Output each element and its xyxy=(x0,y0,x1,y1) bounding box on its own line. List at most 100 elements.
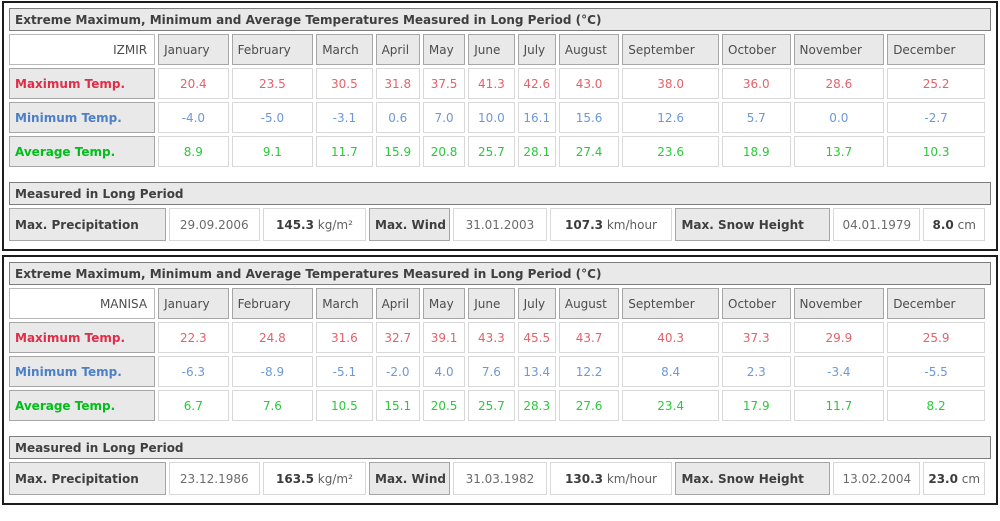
max-wind-number: 107.3 xyxy=(565,217,603,232)
max-temp-value: 36.0 xyxy=(722,68,791,99)
max-precipitation-number: 163.5 xyxy=(276,471,314,486)
min-temp-value: -2.7 xyxy=(887,102,985,133)
avg-temp-value: 7.6 xyxy=(231,390,314,421)
max-precipitation-unit: kg/m² xyxy=(317,471,353,486)
month-header: January xyxy=(158,34,229,65)
month-header: July xyxy=(517,34,556,65)
extremes-table: Max. Precipitation 23.12.1986 163.5 kg/m² M… xyxy=(6,459,988,498)
month-header: March xyxy=(316,288,373,319)
max-temp-value: 43.0 xyxy=(558,68,620,99)
temp-row-min: Minimum Temp. -6.3 -8.9 -5.1 -2.0 4.0 7.6 13.4 1… xyxy=(9,356,985,387)
month-header: November xyxy=(793,288,885,319)
max-temp-value: 43.7 xyxy=(558,322,620,353)
max-snow-height-label: Max. Snow Height xyxy=(675,462,831,495)
max-temp-value: 39.1 xyxy=(422,322,466,353)
month-header: June xyxy=(468,288,515,319)
avg-temp-label: Average Temp. xyxy=(9,136,156,167)
max-temp-value: 28.6 xyxy=(793,68,885,99)
avg-temp-value: 10.3 xyxy=(887,136,985,167)
min-temp-value: -5.1 xyxy=(316,356,373,387)
max-snow-height-unit: cm xyxy=(957,217,976,232)
min-temp-value: 0.0 xyxy=(793,102,885,133)
max-precipitation-value: 163.5 kg/m² xyxy=(262,462,367,495)
max-temp-value: 25.2 xyxy=(887,68,985,99)
extremes-row: Max. Precipitation 29.09.2006 145.3 kg/m² M… xyxy=(9,208,985,241)
extremes-row: Max. Precipitation 23.12.1986 163.5 kg/m² M… xyxy=(9,462,985,495)
month-header: November xyxy=(793,34,885,65)
max-temp-value: 43.3 xyxy=(468,322,515,353)
month-header-row: MANISA January February March April May June Ju… xyxy=(9,288,985,319)
avg-temp-value: 8.2 xyxy=(887,390,985,421)
avg-temp-value: 20.8 xyxy=(422,136,466,167)
month-header: May xyxy=(422,288,466,319)
min-temp-value: 7.0 xyxy=(422,102,466,133)
max-temp-value: 37.3 xyxy=(722,322,791,353)
panel-title: Extreme Maximum, Minimum and Average Tem… xyxy=(9,8,991,31)
temperature-table: IZMIR January February March April May June Jul… xyxy=(6,31,988,170)
min-temp-value: -5.0 xyxy=(231,102,314,133)
month-header: February xyxy=(231,288,314,319)
min-temp-value: 4.0 xyxy=(422,356,466,387)
max-wind-label: Max. Wind xyxy=(369,208,451,241)
avg-temp-value: 23.4 xyxy=(622,390,720,421)
month-header: January xyxy=(158,288,229,319)
min-temp-value: 5.7 xyxy=(722,102,791,133)
min-temp-value: 12.6 xyxy=(622,102,720,133)
month-header: May xyxy=(422,34,466,65)
avg-temp-value: 11.7 xyxy=(793,390,885,421)
min-temp-value: -4.0 xyxy=(158,102,229,133)
avg-temp-value: 10.5 xyxy=(316,390,373,421)
max-snow-height-value: 23.0 cm xyxy=(923,462,985,495)
max-precipitation-label: Max. Precipitation xyxy=(9,462,166,495)
avg-temp-value: 27.4 xyxy=(558,136,620,167)
min-temp-value: 10.0 xyxy=(468,102,515,133)
max-temp-value: 24.8 xyxy=(231,322,314,353)
max-temp-value: 20.4 xyxy=(158,68,229,99)
month-header: April xyxy=(375,288,420,319)
max-wind-value: 107.3 km/hour xyxy=(549,208,673,241)
min-temp-value: -6.3 xyxy=(158,356,229,387)
month-header: October xyxy=(722,288,791,319)
avg-temp-value: 27.6 xyxy=(558,390,620,421)
avg-temp-value: 28.3 xyxy=(517,390,556,421)
month-header: March xyxy=(316,34,373,65)
max-temp-value: 42.6 xyxy=(517,68,556,99)
max-snow-height-number: 8.0 xyxy=(932,217,954,232)
max-temp-value: 38.0 xyxy=(622,68,720,99)
min-temp-value: 13.4 xyxy=(517,356,556,387)
station-panel: Extreme Maximum, Minimum and Average Tem… xyxy=(2,1,998,251)
max-temp-value: 29.9 xyxy=(793,322,885,353)
avg-temp-value: 25.7 xyxy=(468,390,515,421)
max-temp-value: 23.5 xyxy=(231,68,314,99)
min-temp-value: 16.1 xyxy=(517,102,556,133)
page: Extreme Maximum, Minimum and Average Tem… xyxy=(2,1,998,505)
avg-temp-value: 6.7 xyxy=(158,390,229,421)
max-snow-height-label: Max. Snow Height xyxy=(675,208,831,241)
section-title: Measured in Long Period xyxy=(9,436,991,459)
min-temp-value: -8.9 xyxy=(231,356,314,387)
min-temp-value: 7.6 xyxy=(468,356,515,387)
max-wind-date: 31.03.1982 xyxy=(453,462,547,495)
min-temp-value: 0.6 xyxy=(375,102,420,133)
max-temp-value: 30.5 xyxy=(316,68,373,99)
max-precipitation-date: 23.12.1986 xyxy=(168,462,260,495)
min-temp-label: Minimum Temp. xyxy=(9,102,156,133)
month-header: December xyxy=(887,288,985,319)
temp-row-avg: Average Temp. 8.9 9.1 11.7 15.9 20.8 25.7 28.1 2… xyxy=(9,136,985,167)
max-snow-height-date: 13.02.2004 xyxy=(833,462,921,495)
max-temp-value: 32.7 xyxy=(375,322,420,353)
avg-temp-value: 23.6 xyxy=(622,136,720,167)
avg-temp-value: 9.1 xyxy=(231,136,314,167)
max-precipitation-label: Max. Precipitation xyxy=(9,208,166,241)
min-temp-label: Minimum Temp. xyxy=(9,356,156,387)
min-temp-value: 2.3 xyxy=(722,356,791,387)
min-temp-value: -5.5 xyxy=(887,356,985,387)
temp-row-min: Minimum Temp. -4.0 -5.0 -3.1 0.6 7.0 10.0 16.1 1… xyxy=(9,102,985,133)
temp-row-max: Maximum Temp. 22.3 24.8 31.6 32.7 39.1 43.3 45.… xyxy=(9,322,985,353)
extremes-table: Max. Precipitation 29.09.2006 145.3 kg/m² M… xyxy=(6,205,988,244)
max-wind-unit: km/hour xyxy=(606,471,657,486)
month-header: April xyxy=(375,34,420,65)
max-temp-value: 25.9 xyxy=(887,322,985,353)
avg-temp-value: 15.1 xyxy=(375,390,420,421)
avg-temp-value: 25.7 xyxy=(468,136,515,167)
